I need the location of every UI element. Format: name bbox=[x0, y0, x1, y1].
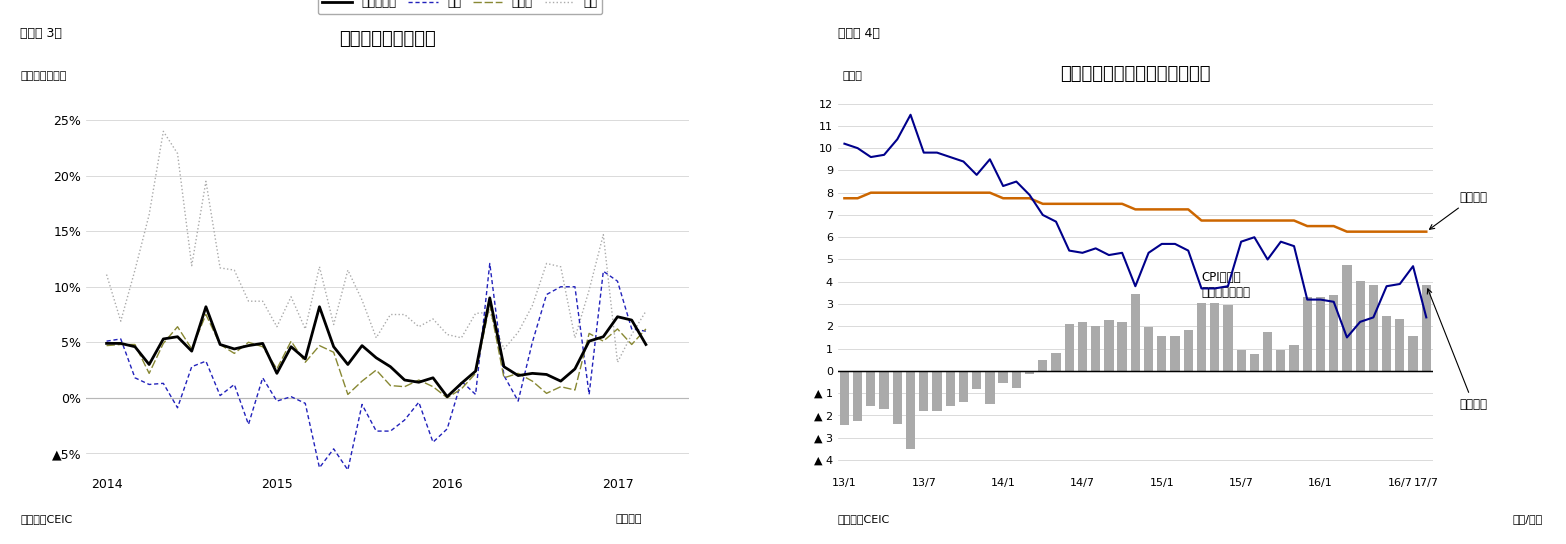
Bar bbox=[1184, 330, 1193, 371]
Bar bbox=[1237, 350, 1247, 371]
Bar bbox=[1408, 336, 1417, 371]
Text: （資料）CEIC: （資料）CEIC bbox=[20, 514, 72, 524]
Text: （図表 4）: （図表 4） bbox=[838, 27, 880, 40]
Bar bbox=[853, 371, 863, 421]
Bar bbox=[1131, 294, 1140, 371]
Bar bbox=[1250, 354, 1259, 371]
Bar bbox=[1315, 298, 1325, 371]
Bar bbox=[893, 371, 902, 424]
Text: （％）: （％） bbox=[843, 71, 863, 81]
Bar bbox=[946, 371, 955, 406]
Bar bbox=[1276, 350, 1286, 371]
Bar bbox=[1289, 345, 1298, 371]
Bar bbox=[1330, 295, 1339, 371]
Bar bbox=[1024, 371, 1034, 374]
Bar bbox=[972, 371, 982, 388]
Text: （図表 3）: （図表 3） bbox=[20, 27, 63, 40]
Bar bbox=[1143, 327, 1153, 371]
Bar bbox=[1262, 332, 1272, 371]
Bar bbox=[1381, 316, 1391, 371]
Bar bbox=[1077, 322, 1087, 371]
Bar bbox=[1038, 360, 1048, 371]
Bar bbox=[1157, 336, 1167, 371]
Bar bbox=[1211, 303, 1220, 371]
Bar bbox=[999, 371, 1009, 383]
Text: （月次）: （月次） bbox=[615, 514, 642, 524]
Text: 実質金利: 実質金利 bbox=[1427, 289, 1488, 411]
Bar bbox=[1395, 318, 1405, 371]
Bar bbox=[1051, 353, 1060, 371]
Bar bbox=[985, 371, 994, 404]
Bar bbox=[905, 371, 915, 449]
Bar bbox=[1422, 285, 1431, 371]
Bar bbox=[1065, 324, 1074, 371]
Bar bbox=[1369, 285, 1378, 371]
Bar bbox=[1342, 265, 1351, 371]
Bar bbox=[1170, 336, 1179, 371]
Bar bbox=[866, 371, 875, 406]
Title: インドの鉱工業生産: インドの鉱工業生産 bbox=[340, 30, 435, 48]
Text: CPI上昇率
（前年同月比）: CPI上昇率 （前年同月比） bbox=[1201, 270, 1251, 299]
Bar bbox=[1223, 305, 1232, 371]
Text: 17/7: 17/7 bbox=[1414, 478, 1439, 488]
Bar bbox=[1092, 326, 1101, 371]
Bar bbox=[1104, 320, 1113, 371]
Bar bbox=[1118, 322, 1128, 371]
Text: （前年同月比）: （前年同月比） bbox=[20, 71, 67, 81]
Bar bbox=[958, 371, 968, 402]
Bar bbox=[839, 371, 849, 425]
Title: インドのインフレ率、政策金利: インドのインフレ率、政策金利 bbox=[1060, 65, 1211, 83]
Bar bbox=[1012, 371, 1021, 387]
Legend: 鉱工業生産, 鉱業, 製造業, 電力: 鉱工業生産, 鉱業, 製造業, 電力 bbox=[318, 0, 603, 14]
Bar bbox=[932, 371, 941, 411]
Bar bbox=[1196, 303, 1206, 371]
Text: （年/月）: （年/月） bbox=[1513, 514, 1543, 524]
Text: （資料）CEIC: （資料）CEIC bbox=[838, 514, 889, 524]
Bar bbox=[1303, 298, 1312, 371]
Bar bbox=[880, 371, 889, 409]
Text: 政策金利: 政策金利 bbox=[1430, 190, 1488, 229]
Bar bbox=[919, 371, 929, 411]
Bar bbox=[1356, 281, 1366, 371]
